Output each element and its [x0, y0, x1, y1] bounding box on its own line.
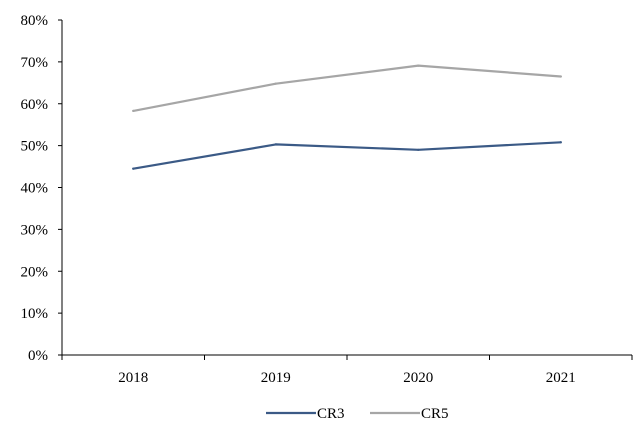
data-point-cr5 — [559, 75, 562, 78]
y-tick-label: 70% — [21, 55, 49, 71]
series-line-cr5 — [132, 64, 562, 113]
data-point-cr3 — [559, 141, 562, 144]
legend: CR3 CR5 — [266, 406, 449, 422]
y-tick-label: 30% — [21, 222, 49, 238]
y-tick-label: 0% — [28, 348, 48, 364]
data-point-cr3 — [132, 167, 135, 170]
data-point-cr5 — [132, 109, 135, 112]
x-tick-label: 2018 — [118, 370, 148, 386]
series-lines — [132, 64, 562, 170]
series-line-cr3 — [132, 141, 562, 170]
x-tick-label: 2021 — [546, 370, 576, 386]
data-point-cr5 — [274, 82, 277, 85]
data-point-cr3 — [274, 143, 277, 146]
y-tick-label: 60% — [21, 97, 49, 113]
data-point-cr5 — [417, 64, 420, 67]
data-point-cr3 — [417, 148, 420, 151]
x-tick-label: 2019 — [261, 370, 291, 386]
y-tick-label: 10% — [21, 306, 49, 322]
axes: 0% 10% 20% 30% 40% 50% 60% 70% 80% 2018 2019 2020 20… — [21, 13, 633, 386]
y-tick-label: 50% — [21, 139, 49, 155]
x-tick-label: 2020 — [403, 370, 433, 386]
y-tick-label: 80% — [21, 13, 49, 29]
y-tick-label: 40% — [21, 181, 49, 197]
y-tick-label: 20% — [21, 264, 49, 280]
legend-label-cr5: CR5 — [421, 406, 449, 422]
legend-label-cr3: CR3 — [317, 406, 345, 422]
